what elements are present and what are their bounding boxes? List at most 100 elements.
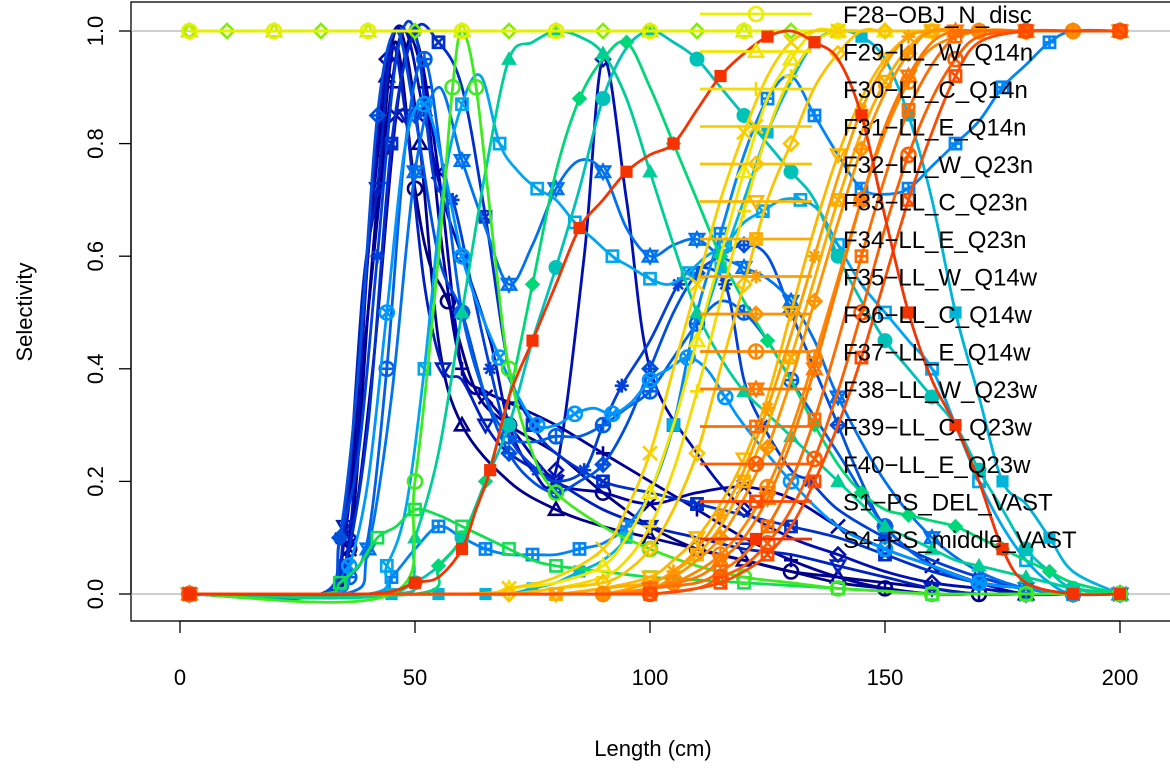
series-10-point-14 (594, 416, 612, 434)
series-13-point-18 (641, 371, 659, 389)
series-11-point-6 (452, 150, 472, 171)
series-21-point-2 (218, 22, 236, 40)
series-11-point-4 (405, 162, 425, 182)
legend-marker (749, 82, 763, 96)
y-tick-label: 0.2 (83, 466, 108, 497)
series-37 (183, 29, 1127, 601)
series-30-point-10 (807, 249, 822, 264)
series-18-point-6 (524, 276, 541, 293)
series-10-line (189, 57, 1121, 597)
series-30-point-6 (713, 508, 728, 523)
series-31-point-8 (758, 438, 777, 457)
series-33-point-6 (758, 488, 777, 508)
series-23-point-2 (265, 22, 283, 40)
series-14-point-2 (379, 558, 394, 573)
legend-marker (749, 494, 763, 509)
series-37-line (189, 29, 1121, 597)
series-27-point-2 (500, 585, 518, 603)
series-19-point-4 (370, 530, 385, 545)
series-layer (180, 19, 1130, 604)
legend-label: F33−LL_C_Q23n (843, 190, 1028, 217)
series-12-point-20 (807, 108, 822, 123)
series-7-point-6 (431, 35, 446, 50)
series-18-point-10 (618, 34, 635, 50)
series-18-point-22 (900, 507, 917, 523)
series-15-point-28 (996, 475, 1009, 488)
series-34-point-12 (901, 102, 916, 117)
legend-marker (748, 118, 764, 135)
series-37-point-12 (620, 165, 633, 178)
legend-label: S1−PS_DEL_VAST (843, 490, 1053, 517)
legend-entry-4: F31−LL_E_Q14n (700, 115, 1026, 142)
series-11-point-8 (499, 274, 519, 294)
series-18-point-8 (571, 90, 588, 107)
series-27-point-12 (782, 134, 800, 153)
series-20-line (189, 29, 1120, 604)
series-17-point-20 (830, 473, 846, 488)
series-20-point-6 (467, 79, 485, 96)
series-14-line (189, 73, 1121, 598)
series-37-point-6 (484, 464, 497, 477)
series-31-point-14 (899, 44, 918, 63)
series-23-point-0 (181, 22, 198, 40)
series-13-point-4 (378, 304, 396, 321)
series-21-point-8 (500, 22, 518, 40)
series-37-point-0 (183, 587, 196, 601)
series-18-point-28 (1041, 563, 1058, 580)
series-37-point-31 (1113, 587, 1127, 601)
series-10-point-6 (416, 50, 433, 68)
series-7-point-12 (596, 474, 610, 489)
series-30-point-8 (760, 401, 775, 416)
series-37-point-26 (949, 419, 962, 432)
series-26-point-8 (689, 276, 705, 293)
series-3-point-18 (878, 581, 892, 596)
series-17-point-6 (501, 51, 517, 65)
series-15-point-26 (949, 306, 962, 319)
series-25-point-10 (737, 204, 751, 219)
series-16-point-22 (877, 333, 893, 349)
series-8-point-16 (614, 378, 629, 393)
legend-marker (749, 532, 763, 546)
series-35-point-8 (806, 450, 823, 468)
series-6-point-18 (828, 559, 848, 576)
legend-marker (747, 343, 765, 360)
series-25-point-8 (690, 384, 704, 399)
series-9-point-10 (500, 444, 518, 463)
y-tick-label: 1.0 (83, 16, 108, 47)
series-25-point-12 (784, 69, 798, 84)
series-35-point-12 (900, 146, 917, 164)
series-36-point-8 (807, 474, 822, 489)
series-20-point-16 (829, 580, 847, 597)
series-18-point-16 (759, 332, 776, 349)
series-7-point-14 (690, 497, 704, 511)
series-36-point-14 (948, 69, 963, 83)
series-37-point-30 (1066, 587, 1080, 601)
series-13-point-6 (416, 95, 433, 113)
series-6-point-4 (368, 182, 387, 199)
y-axis-title: Selectivity (12, 262, 37, 361)
legend-entry-13: F40−LL_E_Q23w (700, 452, 1031, 479)
x-tick-label: 50 (403, 665, 427, 690)
series-13-point-16 (604, 405, 621, 423)
series-21-point-4 (312, 22, 330, 40)
legend-label: F29−LL_W_Q14n (843, 40, 1033, 67)
legend-entry-2: F29−LL_W_Q14n (700, 40, 1033, 67)
legend-entry-15: S4−PS_middle_VAST (700, 527, 1077, 554)
series-13-point-12 (528, 416, 546, 434)
series-37-point-16 (714, 69, 727, 83)
legend-entry-12: F39−LL_C_Q23w (700, 415, 1032, 442)
series-20-point-8 (500, 360, 518, 378)
series-15-point-30 (1043, 531, 1056, 544)
series-33-point-12 (899, 66, 918, 86)
series-6-point-10 (476, 418, 495, 435)
series-17-point-16 (736, 383, 752, 398)
legend-label: F35−LL_W_Q14w (843, 265, 1038, 292)
series-17-point-24 (924, 540, 940, 555)
series-36-point-2 (643, 587, 657, 601)
series-23-point-8 (547, 22, 565, 40)
series-14-point-6 (455, 97, 469, 112)
legend-entry-10: F37−LL_E_Q14w (700, 340, 1031, 367)
series-10-point-12 (547, 428, 565, 445)
series-26-point-6 (642, 445, 658, 462)
series-14-point-16 (643, 271, 657, 286)
